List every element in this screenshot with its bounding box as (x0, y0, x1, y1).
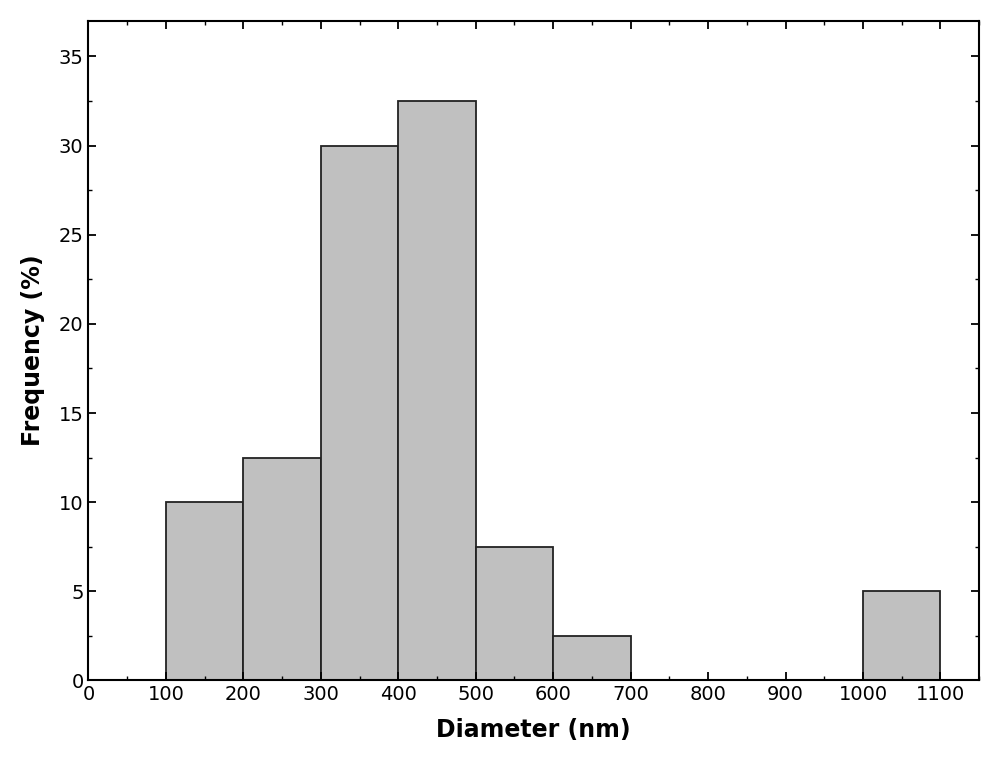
Bar (166, 502, 243, 681)
Bar (243, 458, 321, 681)
Bar (398, 101, 476, 681)
Bar (321, 146, 398, 681)
Y-axis label: Frequency (%): Frequency (%) (21, 255, 45, 446)
X-axis label: Diameter (nm): Diameter (nm) (436, 718, 631, 742)
Bar (553, 636, 631, 681)
Bar (476, 547, 553, 681)
Bar (863, 591, 940, 681)
